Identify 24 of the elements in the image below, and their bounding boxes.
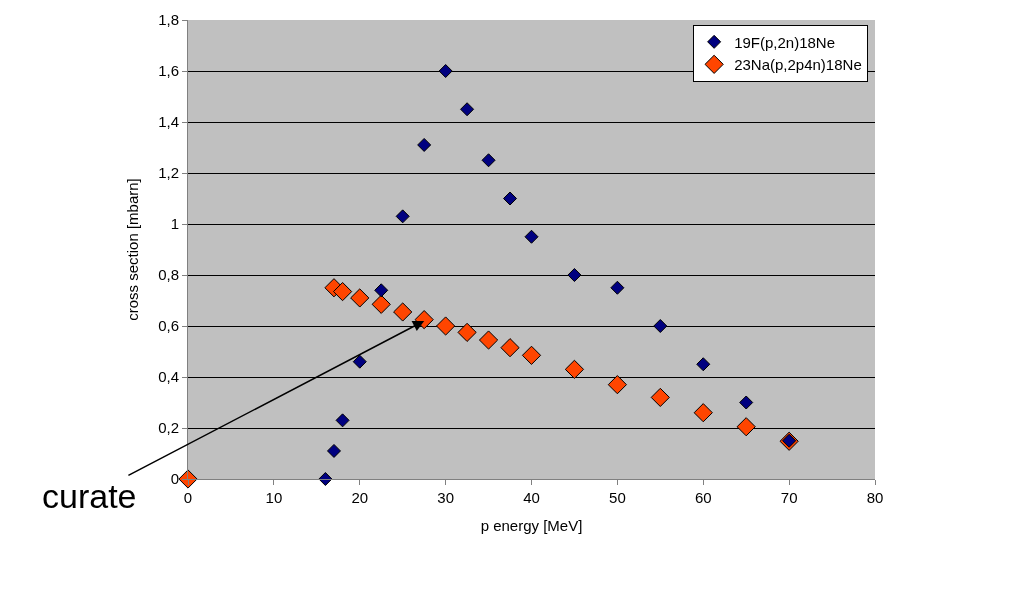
y-tick-label: 1 [170,215,179,233]
y-tick-label: 1,6 [158,62,179,80]
legend-label: 23Na(p,2p4n)18Ne [734,56,862,74]
x-tick-label: 60 [694,489,712,506]
x-tick-label: 70 [780,489,798,506]
annotation: curate [42,477,137,515]
x-tick-label: 30 [437,489,454,506]
y-tick-label: 1,4 [158,113,179,131]
x-tick-label: 40 [523,489,540,506]
y-tick-label: 1,8 [158,11,179,29]
y-tick-label: 0,8 [158,266,179,284]
x-tick-label: 80 [866,489,884,506]
y-tick-label: 1,2 [158,164,179,182]
y-axis-title: cross section [mbarn] [124,178,142,321]
x-tick-label: 50 [609,489,626,506]
x-tick-label: 0 [183,489,193,506]
y-tick-label: 0,6 [158,317,179,335]
y-tick-label: 0,4 [158,368,179,386]
legend-label: 19F(p,2n)18Ne [734,33,836,51]
y-tick-label: 0 [170,470,179,488]
y-tick-label: 0,2 [158,419,179,437]
x-tick-label: 20 [351,489,369,506]
x-tick-label: 10 [265,489,283,506]
x-axis-title: p energy [MeV] [480,517,583,534]
